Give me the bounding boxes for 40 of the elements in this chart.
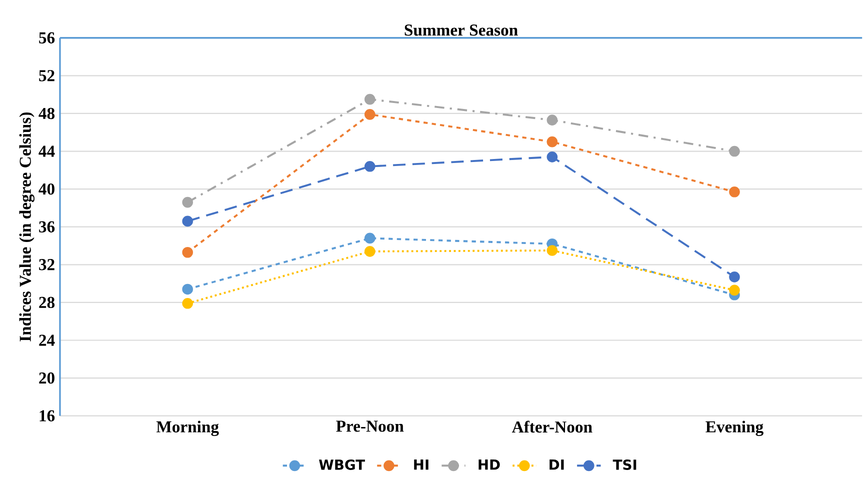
point (546, 136, 558, 148)
y-tick-label: 44 (38, 146, 55, 157)
point (182, 247, 193, 258)
chart-title: Summer Season (404, 24, 518, 36)
y-axis-title: Indices Value (in degree Celsius) (19, 112, 34, 342)
point (364, 109, 376, 120)
point (182, 216, 193, 227)
point (182, 284, 193, 295)
point (546, 245, 558, 256)
point (729, 146, 740, 157)
point (546, 152, 558, 162)
x-tick-label: Evening (706, 420, 764, 436)
y-tick-label: 52 (39, 70, 54, 82)
point (182, 197, 193, 208)
legend-label: WBGT (319, 460, 365, 470)
point (729, 186, 740, 198)
x-tick-label: Morning (156, 420, 219, 436)
point (546, 114, 558, 126)
legend-label: HD (478, 460, 500, 470)
y-tick-label: 20 (39, 372, 54, 384)
y-tick-label: 40 (38, 184, 54, 195)
point (364, 232, 376, 244)
point (364, 246, 376, 257)
y-tick-label: 32 (39, 259, 54, 270)
y-tick-label: 36 (39, 221, 55, 233)
y-tick-label: 24 (39, 334, 55, 346)
x-tick-label: After-Noon (512, 420, 592, 433)
legend-label: HI (414, 460, 428, 470)
legend-label: TSI (612, 460, 636, 470)
point (729, 284, 740, 296)
y-tick-label: 16 (40, 410, 55, 422)
point (364, 161, 376, 172)
point (729, 272, 740, 282)
point (364, 94, 376, 105)
legend-label: DI (550, 460, 564, 470)
y-tick-label: 48 (38, 108, 55, 120)
point (182, 298, 193, 309)
x-tick-label: Pre-Noon (336, 420, 404, 432)
y-tick-label: 28 (39, 296, 55, 308)
y-tick-label: 56 (39, 32, 55, 44)
